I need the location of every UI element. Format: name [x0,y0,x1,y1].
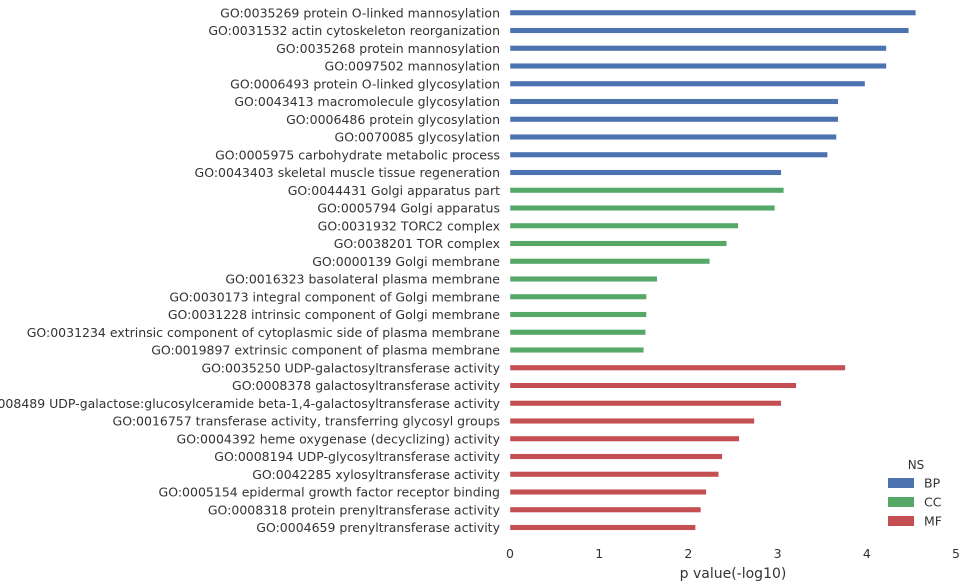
bar-24 [509,435,740,442]
category-label: GO:0008489 UDP-galactose:glucosylceramid… [0,396,501,411]
bar-23 [509,418,755,424]
bars-layer [509,9,917,531]
bar-7 [509,134,837,140]
bar-25 [509,453,723,460]
legend-label-bp: BP [924,476,941,491]
bar-0 [509,9,917,16]
x-tick-label: 0 [506,546,514,561]
bar-20 [509,364,846,371]
category-label: GO:0006486 protein glycosylation [286,112,500,127]
category-label: GO:0043403 skeletal muscle tissue regene… [195,165,500,180]
legend: NS BP CC MF [888,458,942,529]
category-label: GO:0008318 protein prenyltransferase act… [208,502,501,517]
legend-swatch-cc [888,497,914,507]
category-label: GO:0097502 mannosylation [325,59,500,74]
bar-13 [509,240,727,247]
bar-16 [509,293,647,300]
category-label: GO:0008194 UDP-glycosyltransferase activ… [214,449,500,464]
x-tick-label: 3 [774,546,782,561]
bar-22 [509,400,782,407]
category-label: GO:0031532 actin cytoskeleton reorganiza… [208,23,500,38]
x-axis-label: p value(-log10) [680,566,787,582]
category-label: GO:0031234 extrinsic component of cytopl… [27,325,501,340]
bar-19 [509,347,645,353]
category-label: GO:0006493 protein O-linked glycosylatio… [230,76,500,91]
bar-11 [509,205,776,211]
category-label: GO:0005794 Golgi apparatus [317,201,500,216]
category-label: GO:0031932 TORC2 complex [318,218,500,233]
category-label: GO:0044431 Golgi apparatus part [288,183,500,198]
bar-10 [509,187,785,194]
bar-4 [509,80,866,87]
legend-entries: BP CC MF [888,476,942,529]
bar-2 [509,45,887,52]
bar-3 [509,63,887,69]
category-label: GO:0008378 galactosyltransferase activit… [232,378,501,393]
category-label: GO:0035269 protein O-linked mannosylatio… [220,5,500,20]
category-label: GO:0035250 UDP-galactosyltransferase act… [201,360,500,375]
category-label: GO:0070085 glycosylation [335,130,500,145]
bar-8 [509,151,828,158]
category-label: GO:0004392 heme oxygenase (decyclizing) … [177,431,501,446]
category-label: GO:0005975 carbohydrate metabolic proces… [215,147,500,162]
x-tick-label: 5 [952,546,960,561]
bar-27 [509,489,707,495]
category-label: GO:0016323 basolateral plasma membrane [225,272,500,287]
bar-5 [509,98,839,105]
category-label: GO:0042285 xylosyltransferase activity [252,467,500,482]
bar-18 [509,329,646,336]
bar-1 [509,27,909,34]
bar-29 [509,524,696,531]
x-tick-label: 2 [684,546,692,561]
bar-17 [509,311,647,318]
bar-28 [509,506,702,513]
bar-21 [509,382,797,389]
legend-swatch-bp [888,478,914,488]
category-label: GO:0004659 prenyltransferase activity [256,520,500,535]
bar-15 [509,276,658,282]
x-axis: 0 1 2 3 4 5 [506,546,960,561]
category-label: GO:0038201 TOR complex [334,236,500,251]
legend-label-mf: MF [924,514,942,529]
bar-14 [509,258,711,265]
category-label: GO:0031228 intrinsic component of Golgi … [168,307,500,322]
category-label: GO:0043413 macromolecule glycosylation [234,94,500,109]
legend-swatch-mf [888,516,914,526]
category-label: GO:0016757 transferase activity, transfe… [113,414,500,429]
category-label: GO:0035268 protein mannosylation [276,41,500,56]
category-label: GO:0005154 epidermal growth factor recep… [159,485,500,500]
bar-26 [509,471,719,478]
category-label: GO:0019897 extrinsic component of plasma… [151,343,500,358]
legend-title: NS [908,458,925,472]
category-label: GO:0000139 Golgi membrane [312,254,500,269]
bar-12 [509,222,739,229]
legend-label-cc: CC [924,495,942,510]
category-labels: GO:0035269 protein O-linked mannosylatio… [0,5,501,535]
category-label: GO:0030173 integral component of Golgi m… [169,289,500,304]
bar-9 [509,169,782,176]
x-tick-label: 1 [595,546,603,561]
x-tick-label: 4 [863,546,871,561]
bar-6 [509,116,839,123]
